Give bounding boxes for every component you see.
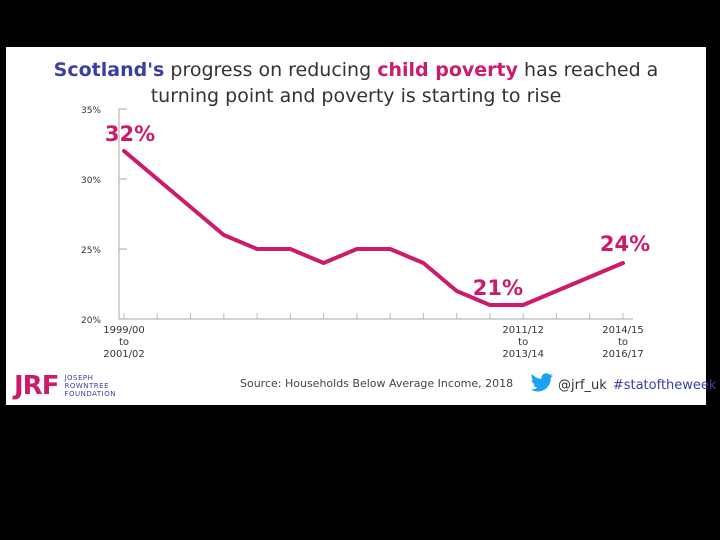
chart-title: Scotland's progress on reducing child po… <box>6 57 706 109</box>
twitter-bird-icon <box>530 373 554 397</box>
jrf-logo-name-line: FOUNDATION <box>64 390 116 398</box>
title-line-1: Scotland's progress on reducing child po… <box>6 57 706 83</box>
jrf-logo-name-line: ROWNTREE <box>64 382 109 390</box>
title-part-scotland: Scotland's <box>53 59 165 81</box>
y-tick-label: 35% <box>81 106 101 116</box>
y-tick-label: 25% <box>81 246 101 256</box>
x-tick-label: to <box>518 337 528 348</box>
social-block: @jrf_uk #statoftheweek <box>530 373 716 397</box>
source-note: Source: Households Below Average Income,… <box>240 377 514 390</box>
x-tick-label: 1999/00 <box>103 325 145 336</box>
data-label: 21% <box>473 276 523 300</box>
infographic-card: Scotland's progress on reducing child po… <box>6 47 716 405</box>
y-tick-label: 30% <box>81 176 101 186</box>
x-tick-label: to <box>119 337 129 348</box>
x-tick-label: 2013/14 <box>502 349 544 360</box>
x-tick-label: 2014/15 <box>602 325 644 336</box>
jrf-logo-name-line: JOSEPH <box>64 374 94 382</box>
x-tick-label: 2016/17 <box>602 349 644 360</box>
hashtag: #statoftheweek <box>612 377 717 393</box>
jrf-logo: JRF JOSEPH ROWNTREE FOUNDATION <box>14 371 116 401</box>
data-label: 32% <box>105 122 155 146</box>
jrf-logo-mark: JRF <box>14 371 59 401</box>
x-tick-label: 2001/02 <box>103 349 145 360</box>
twitter-handle: @jrf_uk <box>558 377 607 393</box>
footer: JRF JOSEPH ROWNTREE FOUNDATION Source: H… <box>6 365 716 405</box>
jrf-logo-name: JOSEPH ROWNTREE FOUNDATION <box>64 374 116 398</box>
series-line <box>122 149 625 307</box>
title-part-2: progress on reducing <box>164 59 378 81</box>
y-tick-label: 20% <box>81 316 101 326</box>
line-chart: 20%25%30%35%1999/00to2001/022011/12to201… <box>81 106 650 360</box>
title-line-2: turning point and poverty is starting to… <box>150 85 562 107</box>
data-label: 24% <box>600 232 650 256</box>
x-tick-label: 2011/12 <box>502 325 544 336</box>
title-part-child-poverty: child poverty <box>377 59 518 81</box>
title-part-4: has reached a <box>518 59 659 81</box>
x-tick-label: to <box>618 337 628 348</box>
